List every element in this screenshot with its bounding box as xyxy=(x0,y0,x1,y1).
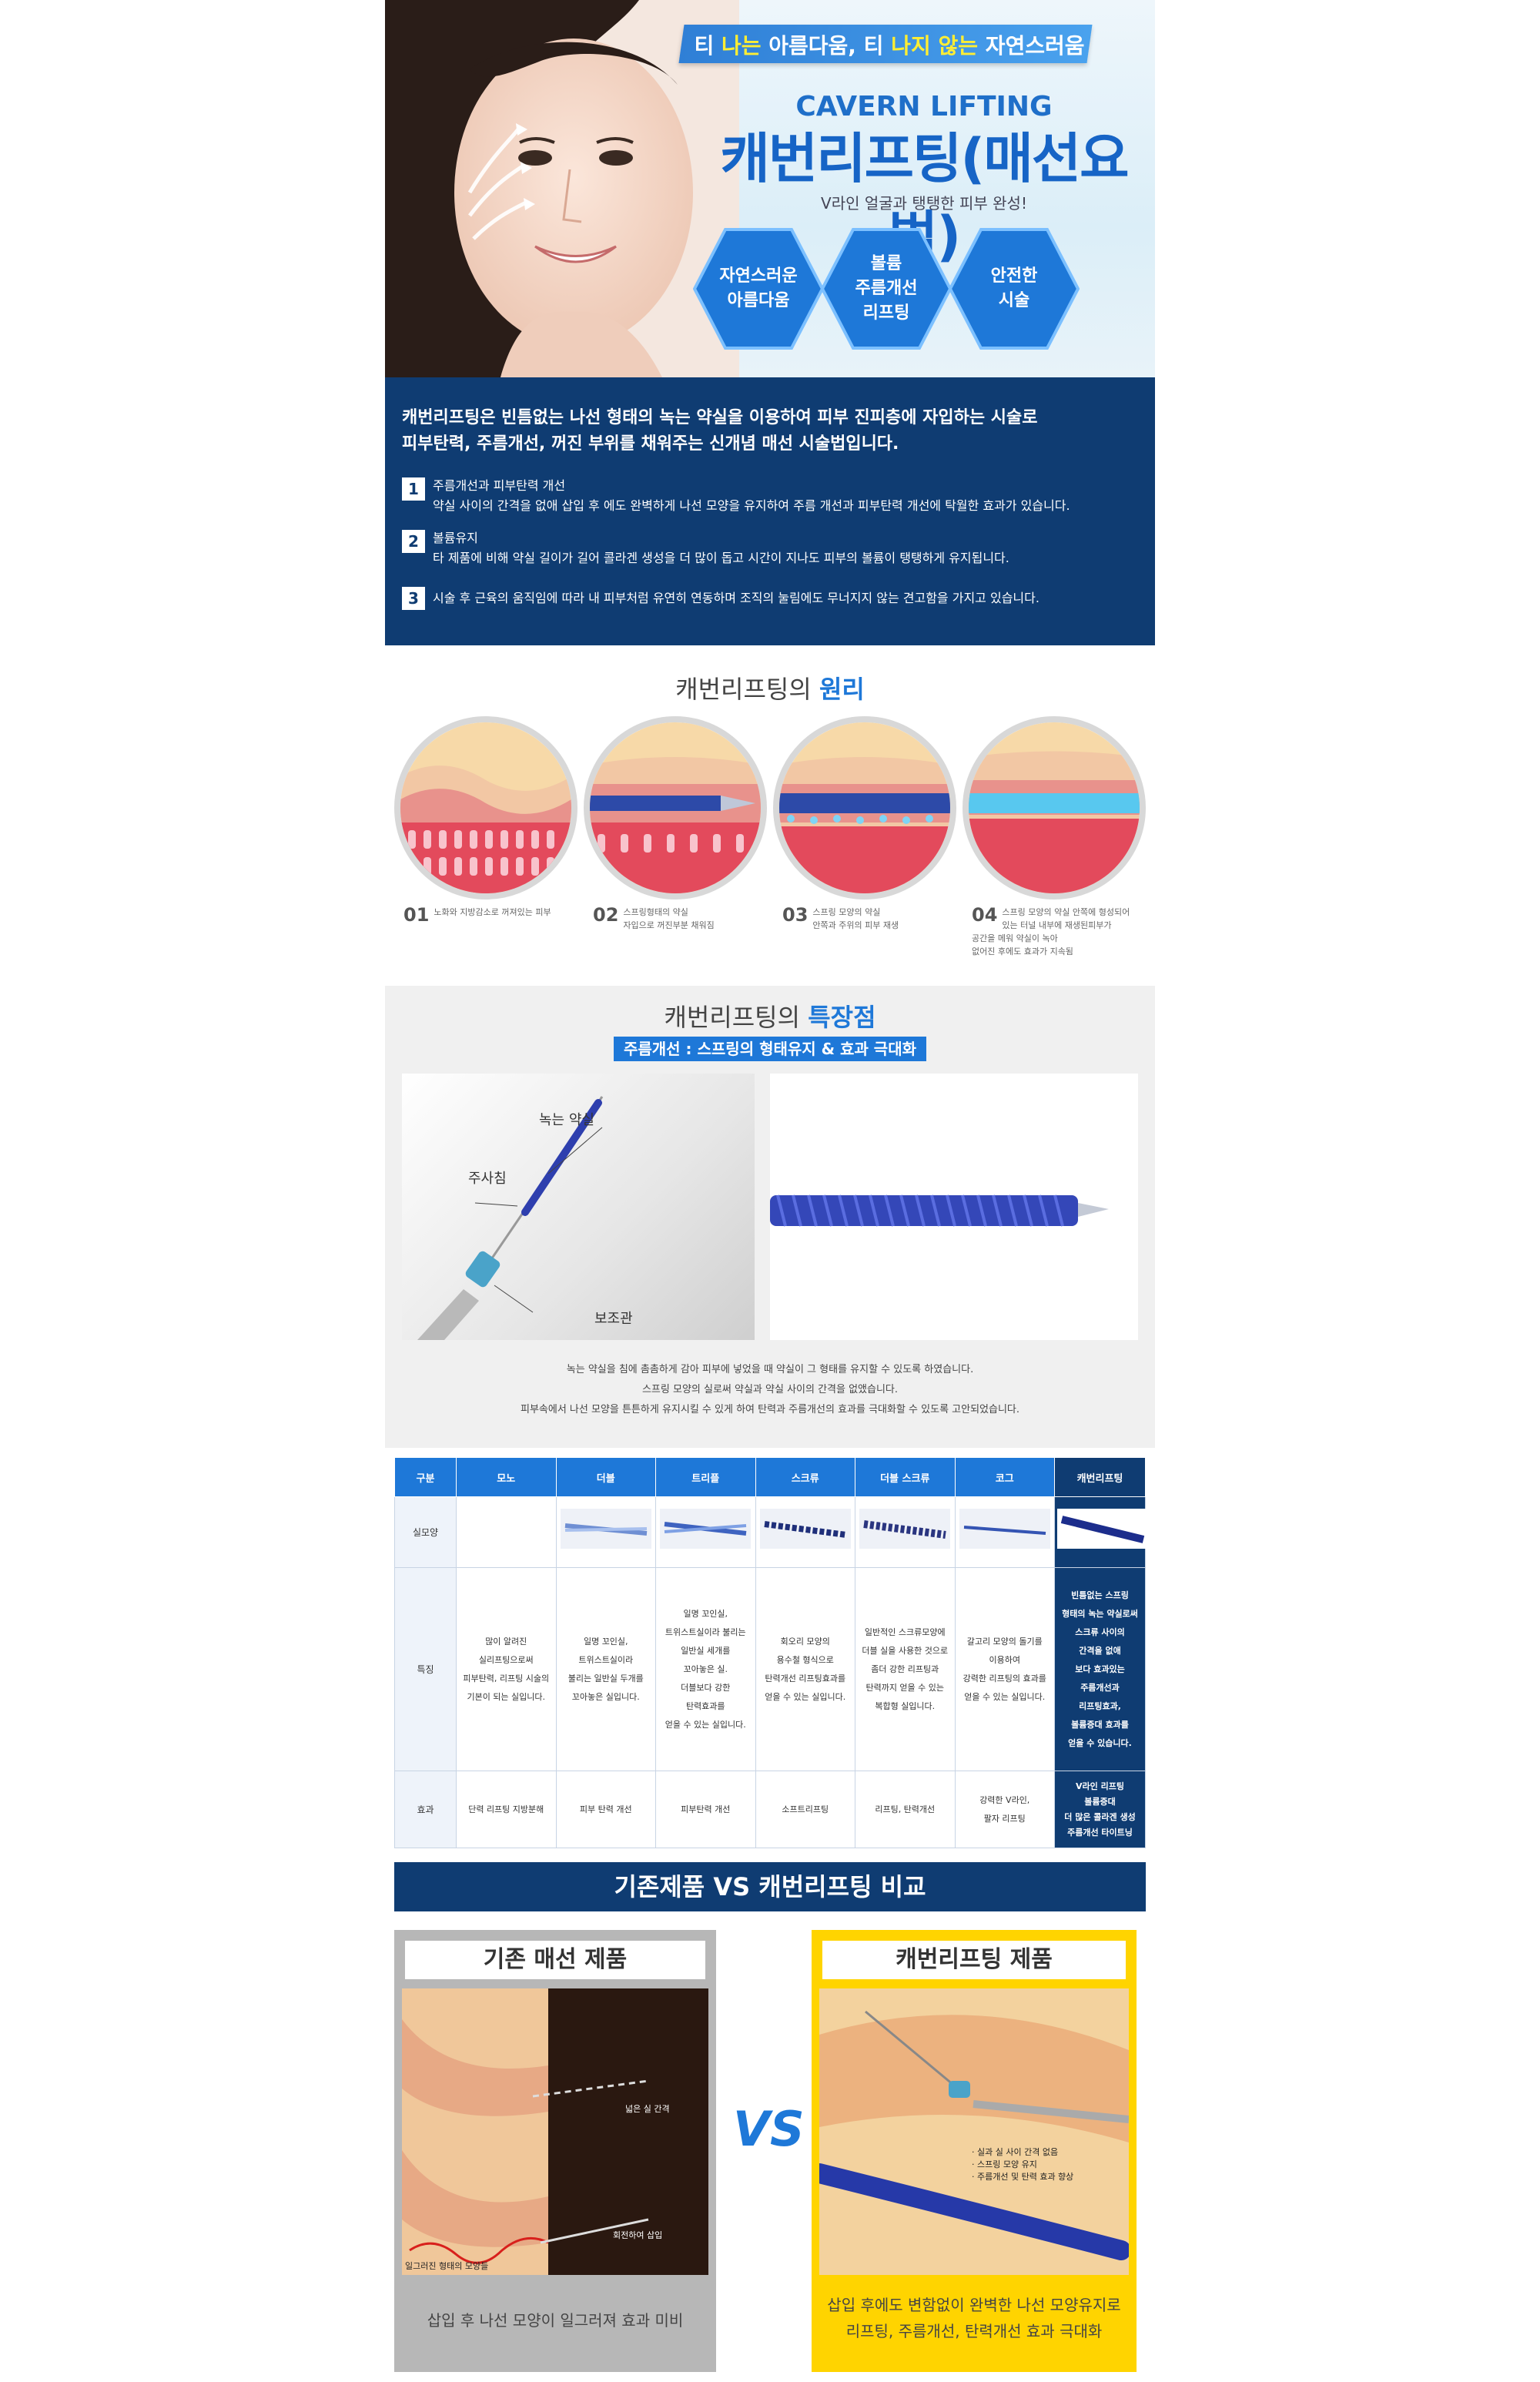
new-product-image xyxy=(819,1988,1129,2275)
intro-lead: 캐번리프팅은 빈틈없는 나선 형태의 녹는 약실을 이용하여 피부 진피층에 자… xyxy=(402,408,1038,454)
col-header: 트리플 xyxy=(655,1457,756,1497)
table-cell: 피부 탄력 개선 xyxy=(555,1771,656,1848)
old-product-title: 기존 매선 제품 xyxy=(405,1941,705,1979)
col-header: 구분 xyxy=(394,1457,457,1497)
thread-image-mono xyxy=(456,1496,557,1568)
table-cell: 갈고리 모양의 돌기를 이용하여 강력한 리프팅의 효과를 얻을 수 있는 실입… xyxy=(954,1567,1055,1771)
thread-image-screw xyxy=(755,1496,855,1568)
thread-image-cog xyxy=(954,1496,1055,1568)
principle-step-4: 04 스프링 모양의 약실 안쪽에 형성되어 있는 터널 내부에 재생된피부가 공… xyxy=(972,904,1130,956)
old-product-footer: 삽입 후 나선 모양이 일그러져 효과 미비 xyxy=(427,2311,684,2330)
table-header-row: 구분 모노 더블 트리플 스크류 더블 스크류 코그 캐번리프팅 xyxy=(394,1457,1146,1497)
features-section: 캐번리프팅의 특장점 주름개선 : 스프링의 형태유지 & 효과 극대화 녹는 … xyxy=(385,986,1155,1448)
hero-description: V라인 얼굴과 탱탱한 피부 완성! xyxy=(821,194,1027,213)
principle-illustration-4 xyxy=(962,716,1146,900)
col-header: 더블 xyxy=(555,1457,656,1497)
principle-title: 캐번리프팅의 원리 xyxy=(675,675,865,704)
principle-step-1: 01 노화와 지방감소로 꺼져있는 피부 xyxy=(403,904,551,926)
thread-comparison-table: 구분 모노 더블 트리플 스크류 더블 스크류 코그 캐번리프팅 실모양 특징 … xyxy=(385,1457,1155,1851)
annot-effect-up: · 주름개선 및 탄력 효과 향상 xyxy=(972,2172,1074,2182)
tagline: 티 나는 아름다움, 티 나지 않는 자연스러움 xyxy=(694,33,1085,59)
product-comparison-section: 기존제품 VS 캐번리프팅 비교 기존 매선 제품 넓은 실 간격 회전하여 삽… xyxy=(385,1862,1155,2382)
table-cell: 강력한 V라인, 팔자 리프팅 xyxy=(954,1771,1055,1848)
table-cell: 피부탄력 개선 xyxy=(655,1771,756,1848)
row-header: 실모양 xyxy=(394,1496,457,1568)
intro-section: 캐번리프팅은 빈틈없는 나선 형태의 녹는 약실을 이용하여 피부 진피층에 자… xyxy=(385,377,1155,645)
table-row: 효과 단력 리프팅 지방분해 피부 탄력 개선 피부탄력 개선 소프트리프팅 리… xyxy=(394,1771,1146,1848)
annot-spring-keep: · 스프링 모양 유지 xyxy=(972,2159,1037,2169)
thread-image-triple xyxy=(655,1496,756,1568)
col-header: 캐번리프팅 xyxy=(1054,1457,1146,1497)
table-row: 특징 많이 알려진 실리프팅으로써 피부탄력, 리프팅 시술의 기본이 되는 실… xyxy=(394,1567,1146,1771)
badge-natural-beauty: 자연스러운 아름다움 xyxy=(693,223,824,354)
principle-illustration-2 xyxy=(584,716,767,900)
principle-step-3: 03 스프링 모양의 약실 안쪽과 주위의 피부 재생 xyxy=(782,904,899,930)
row-header: 효과 xyxy=(394,1771,457,1848)
table-cell: 일명 꼬인실, 트위스트실이라 불리는 일반실 두개를 꼬아놓은 실입니다. xyxy=(555,1567,656,1771)
annot-distorted-shape: 일그러진 형태의 모양들 xyxy=(405,2261,489,2271)
hero-banner: 티 나는 아름다움, 티 나지 않는 자연스러움 CAVERN LIFTING … xyxy=(385,0,1155,377)
label-guide: 보조관 xyxy=(594,1311,633,1327)
table-cell: 리프팅, 탄력개선 xyxy=(855,1771,956,1848)
thread-image-double xyxy=(555,1496,656,1568)
table-cell: 빈틈없는 스프링 형태의 녹는 약실로써 스크류 사이의 간격을 없애 보다 효… xyxy=(1054,1567,1146,1771)
needle-diagram xyxy=(402,1074,755,1340)
features-ribbon: 주름개선 : 스프링의 형태유지 & 효과 극대화 xyxy=(614,1037,926,1061)
table-cell: 일반적인 스크류모양에 더블 실을 사용한 것으로 좀더 강한 리프팅과 탄력까… xyxy=(855,1567,956,1771)
english-subtitle: CAVERN LIFTING xyxy=(795,91,1053,122)
principle-section: 캐번리프팅의 원리 xyxy=(385,645,1155,986)
principle-illustration-1 xyxy=(394,716,578,900)
badge-safe-procedure: 안전한 시술 xyxy=(949,223,1080,354)
table-cell: 많이 알려진 실리프팅으로써 피부탄력, 리프팅 시술의 기본이 되는 실입니다… xyxy=(456,1567,557,1771)
comparison-banner: 기존제품 VS 캐번리프팅 비교 xyxy=(394,1862,1146,1911)
new-product-title: 캐번리프팅 제품 xyxy=(822,1941,1126,1979)
principle-step-2: 02 스프링형태의 약실 자입으로 꺼진부분 채워짐 xyxy=(593,904,715,930)
new-product-footer: 삽입 후에도 변함없이 완벽한 나선 모양유지로 리프팅, 주름개선, 탄력개선… xyxy=(827,2296,1121,2340)
spring-thread-closeup xyxy=(770,1074,1138,1340)
col-header: 코그 xyxy=(954,1457,1055,1497)
col-header: 더블 스크류 xyxy=(855,1457,956,1497)
table-cell: 일명 꼬인실, 트위스트실이라 불리는 일반실 세개를 꼬아놓은 실. 더블보다… xyxy=(655,1567,756,1771)
old-product-image xyxy=(402,1988,708,2275)
page-title: 캐번리프팅(매선요법) xyxy=(720,127,1129,268)
table-cell: 소프트리프팅 xyxy=(755,1771,855,1848)
thread-image-cavern xyxy=(1054,1496,1148,1568)
table-row: 실모양 xyxy=(394,1496,1148,1568)
new-product-panel: 캐번리프팅 제품 · 실과 실 사이 간격 없음 · 스프링 모양 유지 · 주… xyxy=(812,1930,1137,2372)
principle-illustration-3 xyxy=(773,716,956,900)
col-header: 모노 xyxy=(456,1457,557,1497)
col-header: 스크류 xyxy=(755,1457,855,1497)
features-notes: 녹는 약실을 침에 촘촘하게 감아 피부에 넣었을 때 약실이 그 형태를 유지… xyxy=(520,1364,1020,1415)
vs-label: VS xyxy=(733,2101,805,2157)
row-header: 특징 xyxy=(394,1567,457,1771)
table-cell: 회오리 모양의 용수철 형식으로 탄력개선 리프팅효과를 얻을 수 있는 실입니… xyxy=(755,1567,855,1771)
label-thread: 녹는 약실 xyxy=(539,1112,594,1128)
features-title: 캐번리프팅의 특장점 xyxy=(664,1003,876,1032)
annot-rotating-insert: 회전하여 삽입 xyxy=(613,2230,663,2240)
annot-no-gap: · 실과 실 사이 간격 없음 xyxy=(972,2147,1059,2157)
table-cell: 단력 리프팅 지방분해 xyxy=(456,1771,557,1848)
label-needle: 주사침 xyxy=(468,1171,507,1187)
table-cell: V라인 리프팅 볼륨증대 더 많은 콜라겐 생성 주름개선 타이트닝 xyxy=(1054,1771,1146,1848)
badge-volume-lifting: 볼륨 주름개선 리프팅 xyxy=(821,223,952,354)
annot-wide-spacing: 넓은 실 간격 xyxy=(625,2104,670,2114)
old-product-panel: 기존 매선 제품 넓은 실 간격 회전하여 삽입 일그러진 형태의 모양들 삽입… xyxy=(394,1930,716,2372)
thread-image-double-screw xyxy=(855,1496,956,1568)
